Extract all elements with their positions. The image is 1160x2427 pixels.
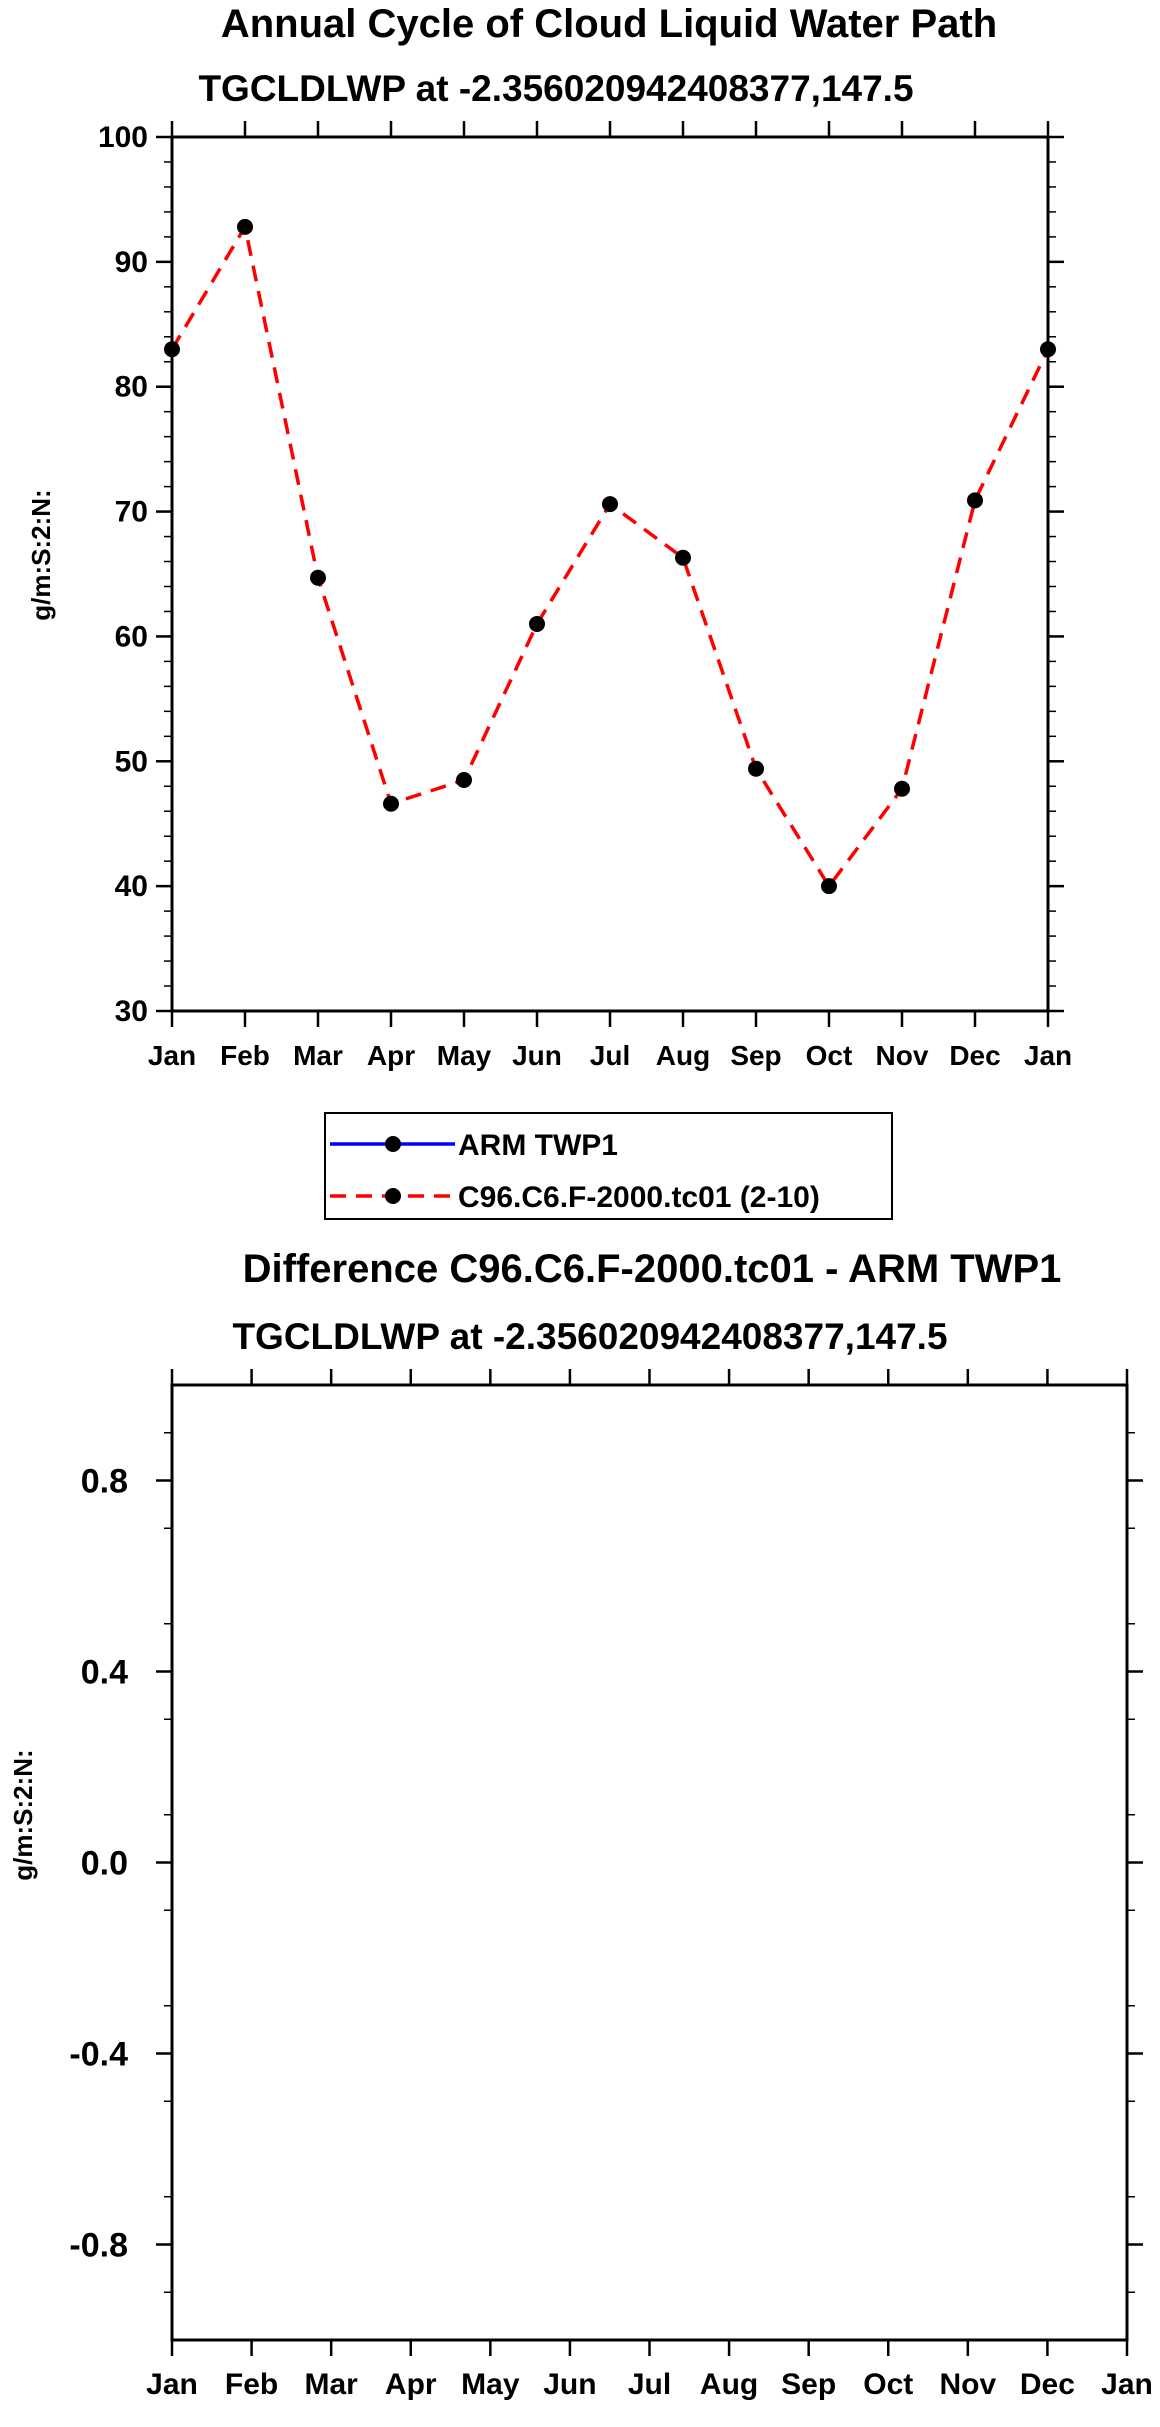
- chart2-y-axis-label: g/m:S:2:N:: [8, 1749, 38, 1880]
- chart1-x-tick-label: Apr: [367, 1040, 415, 1071]
- chart1-x-tick-label: Nov: [876, 1040, 929, 1071]
- chart2-y-tick-labels: -0.8 -0.4 0.0 0.4 0.8: [69, 1463, 128, 2265]
- chart1-y-tick-label: 40: [115, 870, 148, 903]
- legend: ARM TWP1 C96.C6.F-2000.tc01 (2-10): [324, 1112, 893, 1220]
- chart1-series: [164, 218, 1056, 895]
- chart2-y-tick-label: -0.4: [69, 2036, 128, 2074]
- chart2-x-tick-label: Dec: [1020, 2368, 1075, 2401]
- chart1-plot-frame: [170, 135, 1050, 1013]
- chart2-y-tick-label: 0.0: [81, 1845, 128, 1883]
- chart1-title: Annual Cycle of Cloud Liquid Water Path: [221, 2, 997, 46]
- chart2-x-tick-labels: Jan Feb Mar Apr May Jun Jul Aug Sep Oct Nov Dec Jan: [146, 2368, 1153, 2401]
- series-marker: [602, 496, 618, 513]
- chart1-y-tick-label: 70: [115, 496, 148, 529]
- legend-marker-model: [385, 1188, 401, 1204]
- chart1-y-axis-label: g/m:S:2:N:: [26, 489, 56, 620]
- chart2-x-tick-label: Feb: [225, 2368, 278, 2401]
- chart1-y-tick-label: 30: [115, 995, 148, 1028]
- series-marker: [456, 772, 472, 789]
- chart1-x-tick-label: Dec: [949, 1040, 1000, 1071]
- legend-label-model: C96.C6.F-2000.tc01 (2-10): [458, 1181, 820, 1214]
- chart1-x-tick-label: Aug: [656, 1040, 710, 1071]
- chart1-x-tick-label: Oct: [806, 1040, 853, 1071]
- chart1-y-tick-label: 90: [115, 246, 148, 279]
- series-marker: [529, 615, 545, 632]
- chart2-plot-frame: [170, 1383, 1129, 2342]
- chart2-x-tick-label: Aug: [700, 2368, 758, 2401]
- chart2-x-tick-label: May: [461, 2368, 520, 2401]
- chart1-x-tick-label: May: [437, 1040, 492, 1071]
- chart2-subtitle: TGCLDLWP at -2.356020942408377,147.5: [232, 1316, 947, 1357]
- series-marker: [383, 795, 399, 812]
- chart2-y-tick-label: -0.8: [69, 2227, 128, 2265]
- chart1-y-tick-label: 80: [115, 371, 148, 404]
- chart1-y-tick-label: 50: [115, 745, 148, 778]
- series-marker: [237, 218, 253, 235]
- chart2-ticks: [156, 1369, 1143, 2356]
- chart2-y-tick-label: 0.4: [81, 1654, 128, 1692]
- chart2-x-tick-label: Jul: [628, 2368, 671, 2401]
- chart2-x-tick-label: Apr: [385, 2368, 437, 2401]
- series-marker: [310, 569, 326, 586]
- chart2-x-tick-label: Nov: [939, 2368, 996, 2401]
- series-marker: [967, 492, 983, 509]
- legend-label-arm-twp1: ARM TWP1: [458, 1129, 618, 1162]
- chart1-ticks: [156, 121, 1064, 1027]
- chart2-x-tick-label: Mar: [304, 2368, 358, 2401]
- chart1-y-tick-label: 100: [98, 121, 148, 154]
- chart2-x-tick-label: Jan: [1101, 2368, 1153, 2401]
- chart1-subtitle: TGCLDLWP at -2.356020942408377,147.5: [198, 68, 913, 109]
- legend-marker-arm-twp1: [385, 1136, 401, 1152]
- chart2-x-tick-label: Jan: [146, 2368, 198, 2401]
- chart1-x-tick-label: Jul: [590, 1040, 630, 1071]
- chart1-y-tick-label: 60: [115, 620, 148, 653]
- chart2-x-tick-label: Sep: [781, 2368, 836, 2401]
- chart1-x-tick-label: Sep: [730, 1040, 781, 1071]
- chart1-x-tick-label: Jun: [512, 1040, 562, 1071]
- series-marker: [894, 780, 910, 797]
- legend-box: [324, 1112, 893, 1220]
- chart1-x-tick-label: Feb: [220, 1040, 270, 1071]
- chart2-x-tick-label: Oct: [863, 2368, 913, 2401]
- chart1-y-tick-labels: 30 40 50 60 70 80 90 100: [98, 121, 148, 1028]
- series-marker: [748, 760, 764, 777]
- chart1-x-tick-label: Jan: [1024, 1040, 1072, 1071]
- series-marker: [821, 878, 837, 895]
- chart1-x-tick-label: Jan: [148, 1040, 196, 1071]
- chart1-x-tick-labels: Jan Feb Mar Apr May Jun Jul Aug Sep Oct Nov Dec Jan: [148, 1040, 1072, 1071]
- chart2-y-tick-label: 0.8: [81, 1463, 128, 1501]
- series-marker: [675, 549, 691, 566]
- series-line-1: [170, 222, 1050, 890]
- chart-annual-cycle: Annual Cycle of Cloud Liquid Water Path …: [26, 2, 1072, 1071]
- chart2-title: Difference C96.C6.F-2000.tc01 - ARM TWP1: [243, 1247, 1062, 1291]
- chart-difference: Difference C96.C6.F-2000.tc01 - ARM TWP1…: [8, 1247, 1153, 2401]
- chart2-x-tick-label: Jun: [543, 2368, 596, 2401]
- chart1-x-tick-label: Mar: [293, 1040, 343, 1071]
